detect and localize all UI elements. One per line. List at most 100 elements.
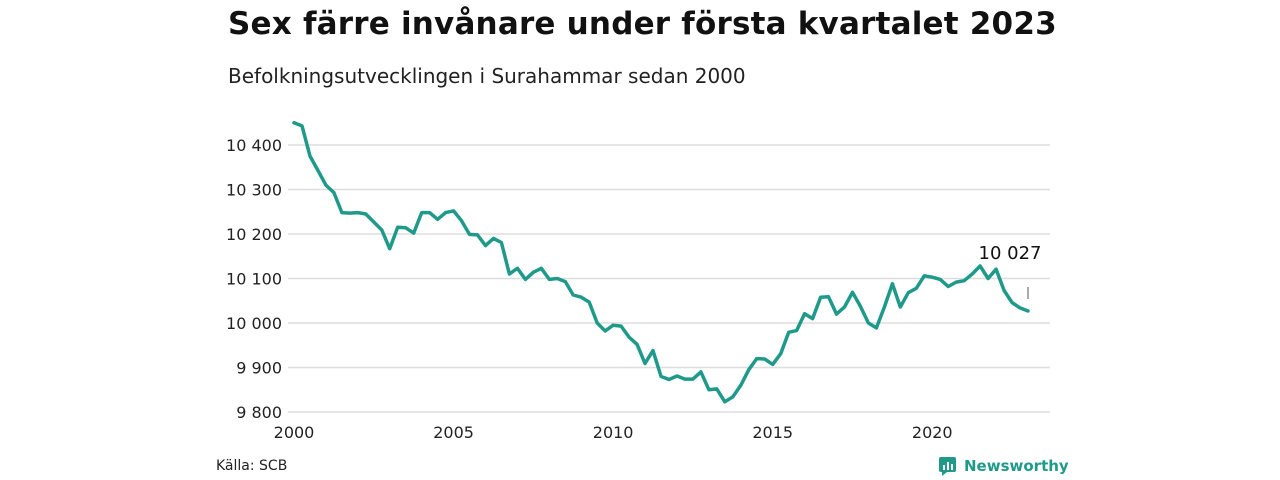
data-point xyxy=(603,329,607,333)
data-point xyxy=(316,168,320,172)
data-point xyxy=(651,349,655,353)
data-point xyxy=(539,266,543,270)
chart-title: Sex färre invånare under första kvartale… xyxy=(228,6,1057,42)
data-point xyxy=(611,323,615,327)
data-point xyxy=(914,286,918,290)
data-point xyxy=(795,329,799,333)
data-point xyxy=(1026,309,1030,313)
data-point xyxy=(507,272,511,276)
y-axis-ticks: 9 800 9 900 10 000 10 100 10 200 10 300 10 400 xyxy=(226,136,282,422)
data-point xyxy=(667,378,671,381)
data-point xyxy=(739,383,743,387)
x-tick-label: 2010 xyxy=(593,423,634,442)
data-point xyxy=(763,357,767,361)
data-point xyxy=(835,312,838,316)
y-tick-label: 10 300 xyxy=(226,181,282,200)
data-point xyxy=(523,277,527,281)
data-point xyxy=(324,183,328,187)
data-point xyxy=(715,387,719,391)
data-point xyxy=(1010,301,1014,304)
source-note: Källa: SCB xyxy=(216,458,288,474)
data-point xyxy=(874,326,878,330)
data-point xyxy=(803,312,807,316)
data-point xyxy=(930,275,934,279)
data-point xyxy=(938,277,942,281)
data-point xyxy=(643,362,647,365)
data-point xyxy=(452,209,456,213)
data-point xyxy=(954,280,958,284)
data-point xyxy=(962,279,966,283)
data-point xyxy=(859,305,862,308)
brand-logo: Newsworthy xyxy=(938,456,1069,476)
data-point xyxy=(308,154,312,158)
data-point xyxy=(635,342,639,346)
data-point xyxy=(444,211,448,215)
data-point xyxy=(866,321,870,325)
data-point xyxy=(683,377,687,381)
data-point xyxy=(819,295,823,299)
data-point xyxy=(946,285,950,288)
x-tick-label: 2015 xyxy=(752,423,793,442)
x-tick-label: 2000 xyxy=(274,423,315,442)
data-point xyxy=(827,295,830,299)
y-tick-label: 9 800 xyxy=(236,403,282,422)
chart-logo-icon xyxy=(939,457,956,476)
data-point xyxy=(723,400,727,404)
x-tick-label: 2005 xyxy=(433,423,474,442)
data-point xyxy=(1002,289,1006,292)
data-point xyxy=(811,317,815,321)
data-point xyxy=(364,212,368,216)
x-axis-ticks: 2000 2005 2010 2015 2020 xyxy=(274,423,953,442)
data-point xyxy=(978,264,982,268)
data-point xyxy=(898,305,902,309)
data-point xyxy=(851,290,854,294)
data-point xyxy=(675,374,679,378)
data-point xyxy=(731,395,735,399)
x-tick-label: 2020 xyxy=(912,423,953,442)
data-point xyxy=(332,191,336,195)
data-point xyxy=(627,335,631,339)
data-point xyxy=(492,236,495,240)
population-line xyxy=(292,121,1030,404)
data-point xyxy=(348,211,352,215)
data-point xyxy=(499,241,503,244)
annotation-label: 10 027 xyxy=(979,243,1042,264)
data-point xyxy=(356,211,360,215)
data-point xyxy=(547,277,551,281)
data-point xyxy=(571,293,575,297)
data-point xyxy=(340,211,344,215)
data-point xyxy=(396,225,400,229)
data-point xyxy=(906,291,910,295)
y-tick-label: 10 200 xyxy=(226,225,282,244)
y-tick-label: 9 900 xyxy=(236,359,282,378)
data-point xyxy=(691,377,695,381)
data-point xyxy=(436,217,440,221)
data-point xyxy=(1018,306,1022,310)
data-point xyxy=(747,368,751,372)
data-point xyxy=(619,324,623,328)
data-point xyxy=(476,233,479,237)
data-point xyxy=(579,295,583,299)
brand-name: Newsworthy xyxy=(964,457,1069,475)
data-point xyxy=(555,277,559,280)
data-point xyxy=(468,232,471,236)
data-point xyxy=(659,374,663,378)
data-point xyxy=(882,305,886,309)
y-tick-label: 10 100 xyxy=(226,270,282,289)
data-point xyxy=(428,211,432,215)
data-point xyxy=(771,362,775,366)
data-points xyxy=(292,121,1030,404)
data-point xyxy=(787,330,791,334)
data-point xyxy=(460,219,463,223)
data-point xyxy=(515,266,519,270)
data-point xyxy=(380,228,384,232)
data-point xyxy=(388,247,392,251)
data-point xyxy=(484,244,487,248)
data-point xyxy=(412,231,416,235)
data-point xyxy=(922,274,926,278)
data-point xyxy=(699,370,703,374)
data-point xyxy=(843,305,846,309)
data-point xyxy=(563,280,567,284)
data-point xyxy=(707,388,711,392)
data-point xyxy=(970,272,974,276)
